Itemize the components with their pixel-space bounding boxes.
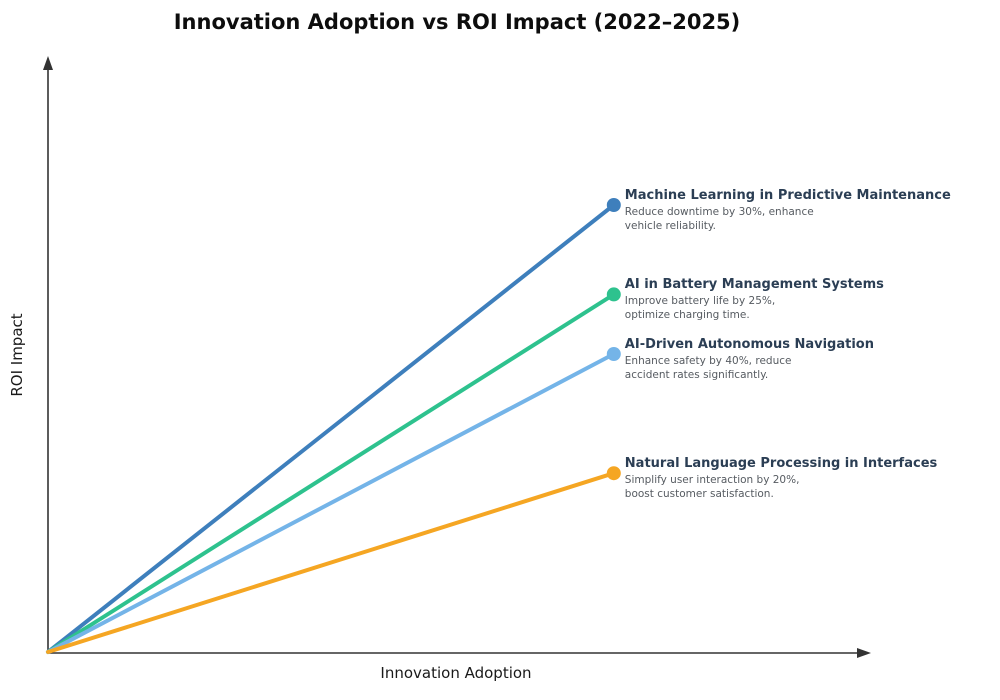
series-line	[46, 292, 616, 654]
series-endpoint-dot	[606, 287, 621, 302]
series-desc-line: Simplify user interaction by 20%,	[624, 474, 800, 487]
series-desc-line: accident rates significantly.	[624, 368, 769, 381]
series-desc-line: Improve battery life by 25%,	[624, 295, 776, 308]
series-name: Natural Language Processing in Interface…	[624, 456, 938, 472]
series-desc-line: vehicle reliability.	[624, 219, 716, 232]
series-name: AI in Battery Management Systems	[624, 277, 884, 293]
series-label: AI in Battery Management Systems Improve…	[625, 277, 997, 322]
series-description: Enhance safety by 40%, reduce accident r…	[625, 355, 997, 382]
series-desc-line: Reduce downtime by 30%, enhance	[624, 206, 814, 218]
series-label: Machine Learning in Predictive Maintenan…	[625, 188, 997, 233]
series-name: Machine Learning in Predictive Maintenan…	[624, 188, 951, 203]
series-description: Improve battery life by 25%, optimize ch…	[625, 295, 997, 322]
chart-title: Innovation Adoption vs ROI Impact (2022–…	[173, 10, 741, 34]
series-label: AI-Driven Autonomous Navigation Enhance …	[625, 337, 997, 382]
series-endpoint-dot	[606, 347, 621, 361]
x-axis-arrow-icon	[857, 648, 871, 658]
series-desc-line: boost customer satisfaction.	[624, 487, 774, 500]
series-endpoint-dot	[606, 198, 621, 212]
y-axis-arrow-icon	[43, 56, 53, 70]
series-line	[46, 203, 616, 654]
x-axis-label: Innovation Adoption	[380, 664, 532, 682]
axes	[43, 56, 871, 658]
series-name: AI-Driven Autonomous Navigation	[624, 337, 874, 352]
series-line	[46, 471, 616, 654]
series-endpoint-dot	[606, 466, 621, 481]
series-desc-line: Enhance safety by 40%, reduce	[624, 355, 792, 367]
series-label: Natural Language Processing in Interface…	[625, 456, 997, 501]
series-description: Reduce downtime by 30%, enhance vehicle …	[625, 206, 997, 233]
y-axis-label: ROI Impact	[8, 313, 26, 397]
series-line	[46, 352, 616, 654]
series-desc-line: optimize charging time.	[624, 308, 750, 321]
series-layer	[46, 198, 621, 654]
series-description: Simplify user interaction by 20%, boost …	[625, 474, 997, 501]
